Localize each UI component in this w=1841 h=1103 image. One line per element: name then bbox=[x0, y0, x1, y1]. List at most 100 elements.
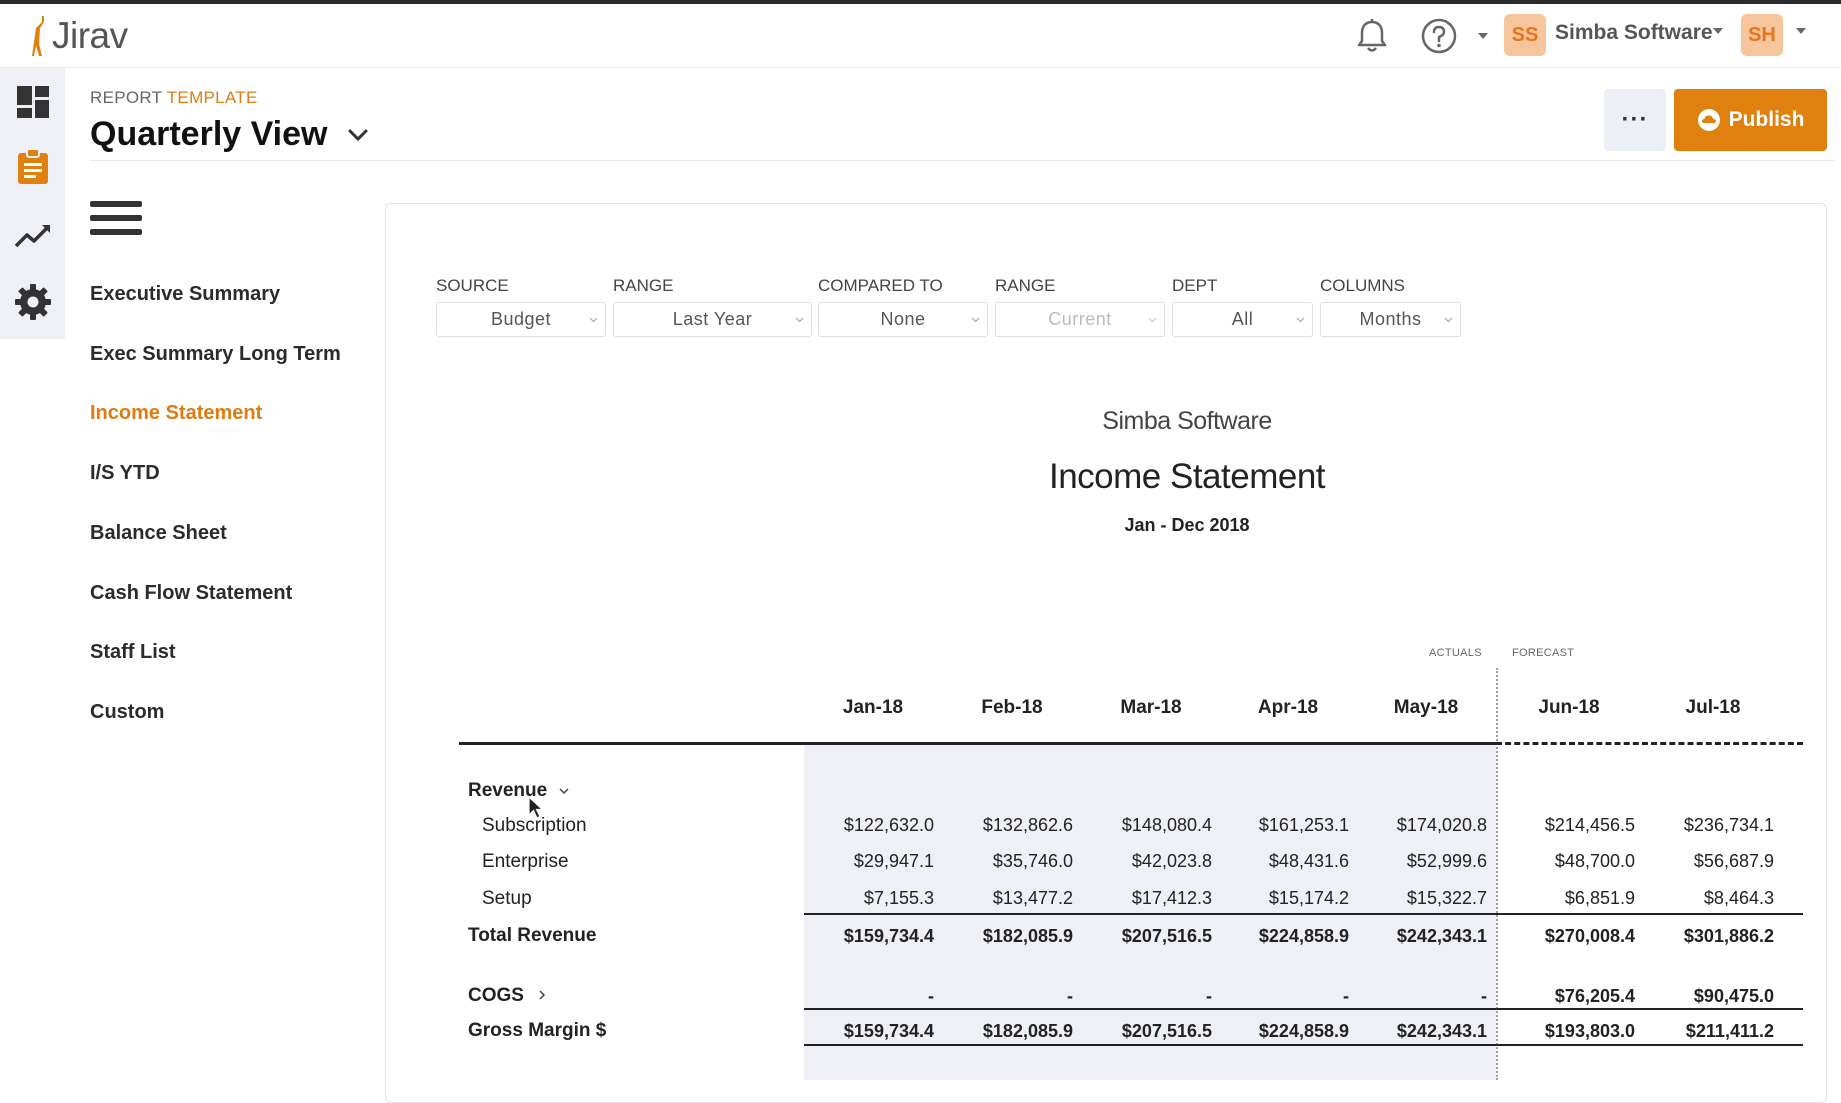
chevron-down-icon bbox=[1296, 317, 1305, 323]
nav-is-ytd[interactable]: I/S YTD bbox=[90, 462, 160, 484]
nav-income-statement[interactable]: Income Statement bbox=[90, 402, 263, 424]
chevron-down-icon bbox=[589, 317, 598, 323]
compared-to-select[interactable]: None bbox=[818, 302, 988, 337]
range-select[interactable]: Last Year bbox=[613, 302, 812, 337]
nav-executive-summary[interactable]: Executive Summary bbox=[90, 283, 281, 305]
subtotal-rule bbox=[804, 1044, 1803, 1046]
user-avatar[interactable]: SH bbox=[1741, 14, 1783, 56]
crumb-prefix: REPORT bbox=[90, 88, 163, 107]
org-dropdown-caret[interactable] bbox=[1713, 28, 1723, 34]
more-options-button[interactable]: ··· bbox=[1604, 89, 1666, 151]
trend-icon bbox=[14, 225, 50, 248]
bell-icon[interactable] bbox=[1352, 16, 1392, 56]
column-header: Jul-18 bbox=[1685, 697, 1741, 718]
cell-total-revenue: $242,343.1 bbox=[1396, 926, 1487, 946]
filter-label-compare-range: RANGE bbox=[995, 276, 1056, 295]
cell-setup: $7,155.3 bbox=[863, 888, 934, 908]
report-company-name: Simba Software bbox=[1102, 407, 1272, 435]
rail-dashboard[interactable] bbox=[0, 70, 65, 134]
rail-settings[interactable] bbox=[0, 270, 65, 334]
app-name: Jirav bbox=[52, 15, 128, 56]
revenue-section-toggle[interactable]: Revenue bbox=[468, 780, 570, 802]
nav-staff-list[interactable]: Staff List bbox=[90, 641, 176, 663]
header-rule-forecast bbox=[1496, 742, 1803, 745]
cell-cogs: $76,205.4 bbox=[1554, 986, 1635, 1006]
nav-cash-flow-statement[interactable]: Cash Flow Statement bbox=[90, 582, 293, 604]
org-avatar[interactable]: SS bbox=[1504, 14, 1546, 56]
source-value: Budget bbox=[490, 309, 552, 329]
nav-balance-sheet[interactable]: Balance Sheet bbox=[90, 522, 227, 544]
compared-to-value: None bbox=[880, 309, 926, 329]
divider bbox=[90, 160, 1835, 161]
nav-exec-summary-long-term[interactable]: Exec Summary Long Term bbox=[90, 343, 341, 365]
cell-setup: $15,174.2 bbox=[1268, 888, 1349, 908]
cell-total-revenue: $159,734.4 bbox=[843, 926, 934, 946]
forecast-tag: FORECAST bbox=[1512, 647, 1575, 659]
dept-value: All bbox=[1231, 309, 1254, 329]
subtotal-rule bbox=[804, 1008, 1803, 1010]
nav-custom[interactable]: Custom bbox=[90, 701, 165, 723]
publish-button[interactable]: Publish bbox=[1674, 89, 1827, 151]
range-value: Last Year bbox=[672, 309, 753, 329]
dept-select[interactable]: All bbox=[1172, 302, 1313, 337]
cell-enterprise: $29,947.1 bbox=[853, 851, 934, 871]
cell-gross-margin: $193,803.0 bbox=[1544, 1021, 1635, 1041]
cell-enterprise: $42,023.8 bbox=[1131, 851, 1212, 871]
chevron-down-icon[interactable] bbox=[346, 126, 370, 146]
user-dropdown-caret[interactable] bbox=[1796, 28, 1806, 34]
app-header: Jirav SS Simba Software SH bbox=[0, 4, 1841, 68]
cell-enterprise: $48,700.0 bbox=[1554, 851, 1635, 871]
cell-enterprise: $56,687.9 bbox=[1693, 851, 1774, 871]
actuals-forecast-divider bbox=[1496, 668, 1498, 1080]
jirav-logo[interactable]: Jirav bbox=[30, 14, 128, 58]
source-select[interactable]: Budget bbox=[436, 302, 606, 337]
cell-total-revenue: $224,858.9 bbox=[1258, 926, 1349, 946]
cell-total-revenue: $207,516.5 bbox=[1121, 926, 1212, 946]
row-label-subscription: Subscription bbox=[482, 815, 587, 836]
cogs-label: COGS bbox=[468, 985, 524, 1006]
crumb-highlight: TEMPLATE bbox=[166, 88, 258, 107]
columns-select[interactable]: Months bbox=[1320, 302, 1461, 337]
settings-icon bbox=[14, 284, 51, 320]
help-dropdown-caret[interactable] bbox=[1478, 33, 1488, 39]
help-icon[interactable] bbox=[1419, 16, 1459, 56]
page-title[interactable]: Quarterly View bbox=[90, 115, 328, 153]
cogs-section-toggle[interactable]: COGS bbox=[468, 985, 547, 1007]
cell-subscription: $148,080.4 bbox=[1121, 815, 1212, 835]
cell-gross-margin: $211,411.2 bbox=[1685, 1021, 1774, 1041]
cloud-upload-icon bbox=[1697, 109, 1720, 131]
chevron-down-icon bbox=[1444, 317, 1453, 323]
breadcrumb: REPORT TEMPLATE bbox=[90, 88, 258, 108]
filter-label-source: SOURCE bbox=[436, 276, 509, 295]
mouse-cursor-icon bbox=[528, 796, 545, 819]
report-title: Income Statement bbox=[1048, 457, 1326, 496]
rail-reports[interactable] bbox=[0, 135, 65, 199]
row-label-total-revenue: Total Revenue bbox=[468, 925, 597, 946]
chevron-down-icon bbox=[971, 317, 980, 323]
icon-rail bbox=[0, 68, 65, 339]
cell-setup: $8,464.3 bbox=[1703, 888, 1774, 908]
compare-range-value: Current bbox=[1048, 309, 1112, 329]
cell-total-revenue: $301,886.2 bbox=[1683, 926, 1774, 946]
cell-cogs: - bbox=[1481, 986, 1487, 1006]
chevron-right-icon bbox=[539, 990, 546, 1000]
hamburger-menu-icon[interactable] bbox=[90, 201, 142, 239]
cell-setup: $17,412.3 bbox=[1131, 888, 1212, 908]
cell-subscription: $236,734.1 bbox=[1683, 815, 1774, 835]
column-header: Jun-18 bbox=[1538, 697, 1600, 718]
cell-cogs: $90,475.0 bbox=[1693, 986, 1774, 1006]
chevron-down-icon bbox=[559, 788, 570, 795]
report-period: Jan - Dec 2018 bbox=[1124, 515, 1250, 535]
cell-setup: $13,477.2 bbox=[992, 888, 1073, 908]
cell-enterprise: $52,999.6 bbox=[1406, 851, 1487, 871]
cell-cogs: - bbox=[928, 986, 934, 1006]
rail-trends[interactable] bbox=[0, 204, 65, 268]
cell-enterprise: $35,746.0 bbox=[992, 851, 1073, 871]
giraffe-logo-icon bbox=[32, 16, 44, 56]
top-border bbox=[0, 0, 1841, 4]
cell-setup: $15,322.7 bbox=[1406, 888, 1487, 908]
row-label-gross-margin: Gross Margin $ bbox=[468, 1020, 607, 1041]
org-switcher[interactable]: Simba Software bbox=[1555, 21, 1713, 44]
filter-label-compared-to: COMPARED TO bbox=[818, 276, 943, 295]
filter-label-columns: COLUMNS bbox=[1320, 276, 1406, 295]
